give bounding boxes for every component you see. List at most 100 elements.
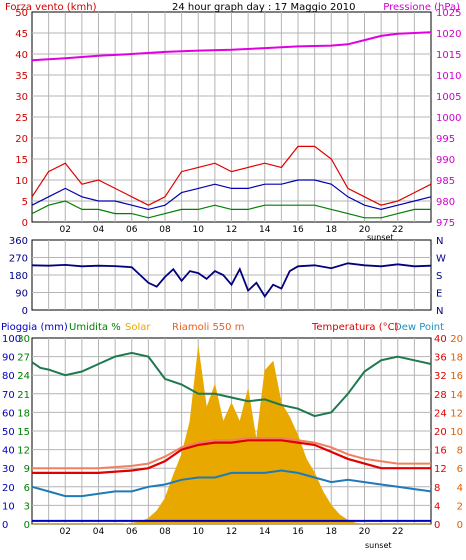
rain-y-tick-label: 40 <box>2 446 15 457</box>
rain-y-tick-label: 0 <box>2 520 8 531</box>
pressure-y-tick-label: 985 <box>436 176 455 187</box>
wind-x-tick-label: 16 <box>292 225 304 235</box>
temp-x-tick-label: 14 <box>259 527 271 537</box>
pressure-y-tick-label: 980 <box>436 197 455 208</box>
humidity-y-tick-label: 27 <box>17 353 30 364</box>
rain-y-tick-label: 50 <box>2 427 15 438</box>
temperature-outer-tick-label: 4 <box>457 483 463 494</box>
temp-x-tick-label: 04 <box>93 527 105 537</box>
wind-x-tick-label: 12 <box>226 225 237 235</box>
temperature-y-tick-label: 32 <box>434 371 447 382</box>
temperature-panel-series <box>31 347 432 525</box>
wind-x-tick-label: 02 <box>60 225 71 235</box>
wind-y-tick-label: 5 <box>22 197 28 208</box>
pressure-y-tick-label: 975 <box>436 218 455 229</box>
wind-x-tick-label: 22 <box>392 225 403 235</box>
wind-x-tick-label: 06 <box>126 225 138 235</box>
temp-x-tick-label: 16 <box>292 527 304 537</box>
compass-tick-label: W <box>436 254 446 265</box>
wind-y-tick-label: 25 <box>15 113 28 124</box>
pressure-y-tick-label: 1025 <box>436 8 461 19</box>
temperature-outer-tick-label: 12 <box>450 408 463 419</box>
temperature-y-tick-label: 16 <box>434 446 447 457</box>
temperature-panel-ticks: 0102030405060708090100036912151821242730… <box>2 334 463 537</box>
pressure-y-tick-label: 990 <box>436 155 455 166</box>
wind-series-line <box>31 179 432 211</box>
compass-tick-label: E <box>436 289 442 300</box>
temp-x-tick-label: 20 <box>359 527 371 537</box>
temperature-y-tick-label: 28 <box>434 390 447 401</box>
solar-series-area <box>32 347 431 525</box>
humidity-y-tick-label: 9 <box>24 464 30 475</box>
humidity-y-tick-label: 18 <box>17 408 30 419</box>
temperature-y-tick-label: 4 <box>434 501 440 512</box>
rain-y-tick-label: 10 <box>2 501 15 512</box>
temperature-outer-tick-label: 6 <box>457 464 463 475</box>
humidity-axis-title: Umidita % <box>69 322 121 333</box>
temperature-outer-tick-label: 2 <box>457 501 463 512</box>
direction-y-tick-label: 180 <box>9 271 28 282</box>
temperature-y-tick-label: 24 <box>434 408 447 419</box>
wind-x-tick-label: 14 <box>259 225 271 235</box>
wind-y-tick-label: 0 <box>22 218 28 229</box>
rain-y-tick-label: 90 <box>2 353 15 364</box>
wind-y-tick-label: 45 <box>15 29 28 40</box>
temp-x-tick-label: 06 <box>126 527 138 537</box>
temperature-y-tick-label: 8 <box>434 483 440 494</box>
direction-y-tick-label: 360 <box>9 236 28 247</box>
pressure-y-tick-label: 995 <box>436 134 455 145</box>
wind-x-tick-label: 18 <box>326 225 338 235</box>
temp-x-tick-label: 10 <box>193 527 205 537</box>
rain-y-tick-label: 20 <box>2 483 15 494</box>
pressure-axis-title: Pressione (hPa) <box>383 2 460 13</box>
humidity-y-tick-label: 6 <box>24 483 30 494</box>
humidity-y-tick-label: 30 <box>17 334 30 345</box>
pressure-y-tick-label: 1010 <box>436 71 461 82</box>
pressure-series-line <box>31 31 432 62</box>
temperature-y-tick-label: 0 <box>434 520 440 531</box>
temperature-series-line <box>32 439 431 474</box>
compass-tick-label: S <box>436 271 442 282</box>
riamoli-series-line <box>32 437 431 470</box>
temp-x-tick-label: 12 <box>226 527 237 537</box>
rain-y-tick-label: 100 <box>2 334 21 345</box>
rain-y-tick-label: 80 <box>2 371 15 382</box>
humidity-y-tick-label: 12 <box>17 446 30 457</box>
humidity-y-tick-label: 3 <box>24 501 30 512</box>
temperature-panel: 0102030405060708090100036912151821242730… <box>1 322 463 550</box>
direction-panel-series <box>31 262 432 299</box>
pressure-y-tick-label: 1000 <box>436 113 461 124</box>
wind-y-tick-label: 15 <box>15 155 28 166</box>
temperature-outer-tick-label: 16 <box>450 371 463 382</box>
temperature-axis-title: Temperatura (°C) <box>311 322 399 333</box>
temperature-y-tick-label: 40 <box>434 334 447 345</box>
direction-y-tick-label: 270 <box>9 254 28 265</box>
wind-y-tick-label: 20 <box>15 134 28 145</box>
pressure-y-tick-label: 1020 <box>436 29 461 40</box>
temperature-y-tick-label: 36 <box>434 353 447 364</box>
temperature-outer-tick-label: 10 <box>450 427 463 438</box>
solar-axis-title: Solar <box>125 322 151 333</box>
temperature-outer-tick-label: 18 <box>450 353 463 364</box>
temp-x-tick-label: 08 <box>159 527 171 537</box>
sunset-label-2: sunset <box>365 541 392 550</box>
riamoli-axis-title: Riamoli 550 m <box>172 322 244 333</box>
wind-y-tick-label: 50 <box>15 8 28 19</box>
chart-title: 24 hour graph day : 17 Maggio 2010 <box>172 2 355 13</box>
wind-x-tick-label: 04 <box>93 225 105 235</box>
wind-y-tick-label: 35 <box>15 71 28 82</box>
temperature-outer-tick-label: 14 <box>450 390 463 401</box>
wind-pressure-panel: 0510152025303540455097598098599099510001… <box>5 2 461 242</box>
rain-y-tick-label: 30 <box>2 464 15 475</box>
direction-y-tick-label: 0 <box>22 306 28 317</box>
wind-y-tick-label: 10 <box>15 176 28 187</box>
wind-x-tick-label: 20 <box>359 225 371 235</box>
humidity-y-tick-label: 24 <box>17 371 30 382</box>
temperature-outer-tick-label: 8 <box>457 446 463 457</box>
temp-x-tick-label: 02 <box>60 527 71 537</box>
dewpoint-series-line <box>31 469 432 498</box>
sunset-label-1: sunset <box>367 233 394 242</box>
gust-series-line <box>31 145 432 206</box>
